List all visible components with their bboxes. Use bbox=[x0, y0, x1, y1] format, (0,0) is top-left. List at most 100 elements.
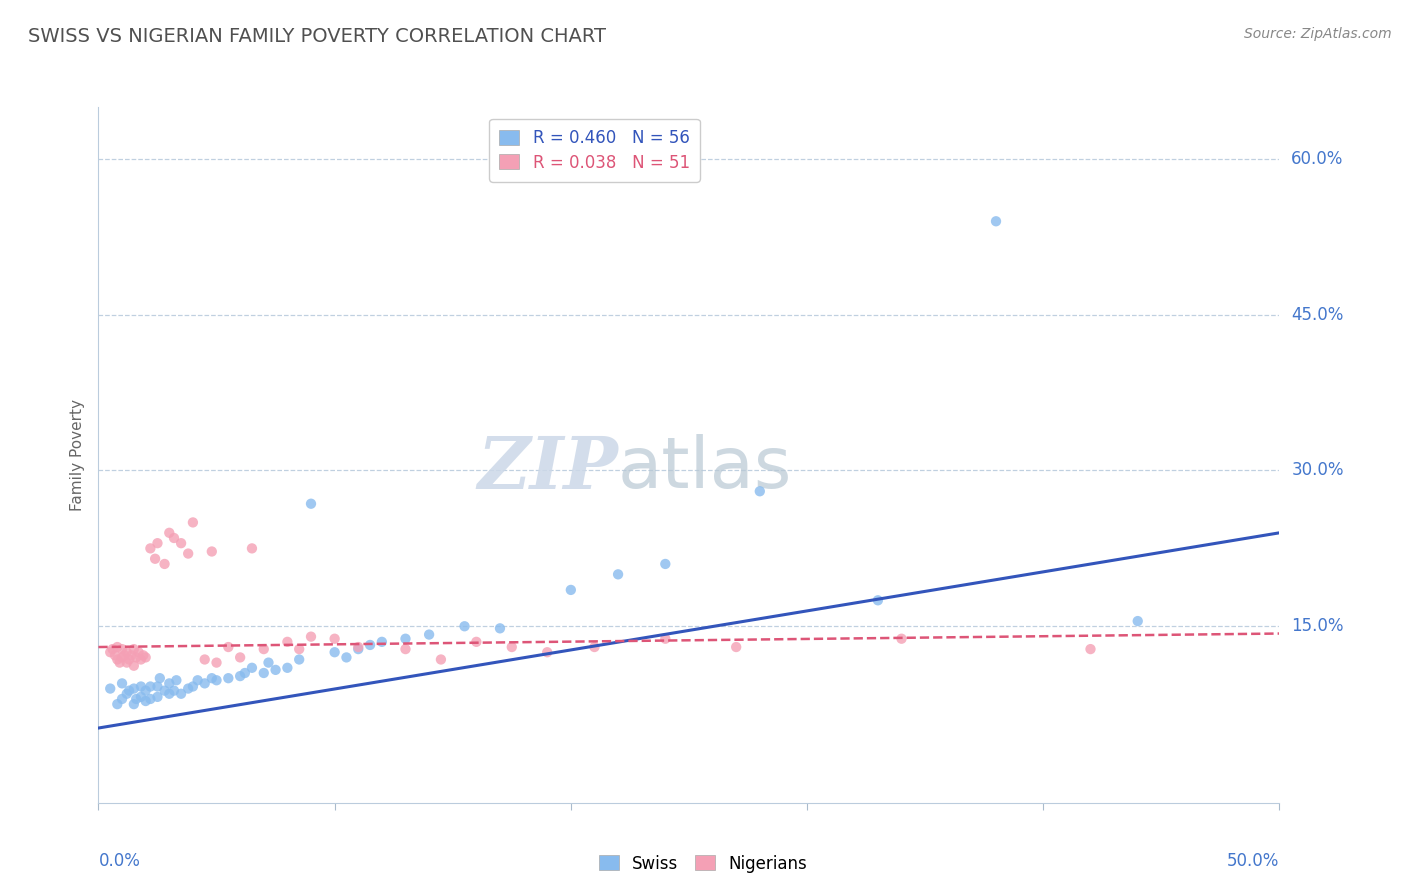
Point bbox=[253, 642, 276, 657]
Point bbox=[181, 680, 204, 694]
Point bbox=[129, 680, 152, 694]
Point bbox=[139, 692, 162, 706]
Point bbox=[170, 687, 193, 701]
Point bbox=[984, 214, 1007, 228]
Point bbox=[111, 676, 134, 690]
Point bbox=[453, 619, 475, 633]
Point bbox=[240, 661, 263, 675]
Point bbox=[157, 525, 180, 540]
Text: 0.0%: 0.0% bbox=[98, 852, 141, 870]
Point bbox=[394, 642, 416, 657]
Point bbox=[489, 621, 512, 635]
Point bbox=[276, 661, 298, 675]
Point bbox=[194, 652, 217, 666]
Text: 30.0%: 30.0% bbox=[1291, 461, 1344, 480]
Point bbox=[725, 640, 748, 654]
Point bbox=[187, 673, 209, 688]
Point bbox=[654, 632, 676, 646]
Point bbox=[139, 541, 162, 556]
Point bbox=[347, 640, 370, 654]
Point bbox=[560, 582, 582, 597]
Point bbox=[394, 632, 416, 646]
Point bbox=[146, 690, 169, 704]
Text: 45.0%: 45.0% bbox=[1291, 306, 1344, 324]
Point bbox=[299, 630, 322, 644]
Point bbox=[149, 671, 172, 685]
Point bbox=[205, 673, 228, 688]
Point bbox=[233, 665, 256, 680]
Point bbox=[201, 671, 224, 685]
Text: ZIP: ZIP bbox=[477, 434, 619, 504]
Point bbox=[240, 541, 263, 556]
Point bbox=[101, 642, 124, 657]
Point bbox=[170, 536, 193, 550]
Point bbox=[146, 680, 169, 694]
Point bbox=[165, 673, 187, 688]
Point bbox=[135, 650, 157, 665]
Point bbox=[111, 692, 134, 706]
Point bbox=[105, 652, 128, 666]
Text: 60.0%: 60.0% bbox=[1291, 150, 1344, 168]
Point bbox=[129, 652, 152, 666]
Point bbox=[153, 683, 176, 698]
Point bbox=[229, 650, 252, 665]
Point bbox=[146, 536, 169, 550]
Point bbox=[135, 694, 157, 708]
Point bbox=[866, 593, 889, 607]
Point bbox=[264, 663, 287, 677]
Point bbox=[201, 544, 224, 558]
Point bbox=[217, 671, 239, 685]
Point bbox=[111, 650, 134, 665]
Point bbox=[132, 648, 155, 663]
Point bbox=[205, 656, 228, 670]
Point bbox=[371, 635, 394, 649]
Point bbox=[536, 645, 558, 659]
Point bbox=[1126, 614, 1149, 628]
Point bbox=[157, 687, 180, 701]
Y-axis label: Family Poverty: Family Poverty bbox=[70, 399, 86, 511]
Point bbox=[430, 652, 453, 666]
Legend: Swiss, Nigerians: Swiss, Nigerians bbox=[592, 848, 814, 880]
Point bbox=[157, 676, 180, 690]
Point bbox=[98, 645, 121, 659]
Point bbox=[323, 632, 346, 646]
Point bbox=[112, 648, 135, 663]
Point bbox=[288, 652, 311, 666]
Point bbox=[347, 642, 370, 657]
Point bbox=[128, 645, 150, 659]
Point bbox=[153, 557, 176, 571]
Point bbox=[583, 640, 606, 654]
Point bbox=[163, 683, 186, 698]
Point bbox=[98, 681, 121, 696]
Point bbox=[105, 697, 128, 711]
Point bbox=[299, 497, 322, 511]
Point bbox=[122, 681, 145, 696]
Point bbox=[177, 547, 200, 561]
Point bbox=[359, 638, 381, 652]
Point bbox=[607, 567, 630, 582]
Legend: R = 0.460   N = 56, R = 0.038   N = 51: R = 0.460 N = 56, R = 0.038 N = 51 bbox=[489, 119, 700, 181]
Point bbox=[163, 531, 186, 545]
Point bbox=[253, 665, 276, 680]
Text: 15.0%: 15.0% bbox=[1291, 617, 1344, 635]
Point bbox=[118, 652, 141, 666]
Point bbox=[129, 690, 152, 704]
Point bbox=[105, 640, 128, 654]
Text: 50.0%: 50.0% bbox=[1227, 852, 1279, 870]
Point bbox=[257, 656, 280, 670]
Point bbox=[115, 687, 138, 701]
Text: atlas: atlas bbox=[619, 434, 793, 503]
Point bbox=[115, 656, 138, 670]
Point bbox=[115, 645, 138, 659]
Point bbox=[139, 680, 162, 694]
Point bbox=[118, 683, 141, 698]
Point bbox=[229, 669, 252, 683]
Point bbox=[276, 635, 298, 649]
Point bbox=[108, 656, 131, 670]
Point bbox=[125, 650, 148, 665]
Point bbox=[122, 642, 145, 657]
Point bbox=[288, 642, 311, 657]
Point bbox=[111, 642, 134, 657]
Point bbox=[143, 551, 166, 566]
Point bbox=[121, 648, 143, 663]
